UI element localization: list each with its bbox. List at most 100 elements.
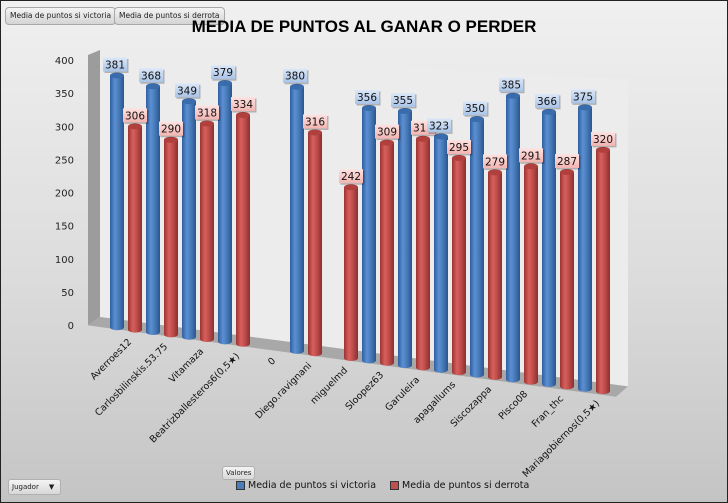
data-label-box — [535, 93, 559, 108]
data-label-text: 381 — [105, 59, 125, 71]
data-label-derrota: 287 — [555, 154, 581, 170]
data-label-box — [519, 148, 543, 163]
bar-base — [470, 371, 484, 378]
x-tick-label: Carlosbilinskis.53.75 — [93, 341, 170, 418]
bar-top — [200, 120, 214, 127]
bar-top — [308, 129, 322, 136]
bar-body-victoria — [182, 101, 196, 337]
data-label-text: 375 — [573, 91, 593, 103]
data-label-text: 309 — [377, 127, 397, 139]
data-label-victoria: 349 — [175, 83, 201, 99]
bar-body-derrota — [416, 138, 430, 368]
data-label-derrota: 306 — [123, 108, 149, 124]
data-label-text: 287 — [557, 156, 577, 168]
bar-top — [110, 72, 124, 79]
data-label-box — [139, 68, 163, 83]
data-label-box — [447, 139, 471, 154]
bar-base — [434, 366, 448, 373]
bar-derrota-5 — [308, 129, 322, 357]
bar-top — [524, 163, 538, 170]
bar-base — [380, 359, 394, 366]
data-label-text: 290 — [161, 124, 181, 136]
bar-victoria-13 — [578, 104, 592, 392]
bar-body-derrota — [236, 115, 250, 344]
data-label-box — [159, 121, 183, 136]
bar-base — [560, 383, 574, 390]
data-label-text: 368 — [141, 70, 161, 82]
bar-top — [542, 108, 556, 115]
bar-top — [488, 169, 502, 176]
data-label-victoria: 380 — [283, 68, 309, 85]
bar-base — [344, 354, 358, 361]
bar-base — [524, 378, 538, 385]
bar-derrota-7 — [380, 139, 394, 366]
bar-top — [128, 123, 142, 130]
bar-base — [236, 340, 250, 347]
chart-title: MEDIA DE PUNTOS AL GANAR O PERDER — [191, 17, 537, 36]
legend-label-victoria: Media de puntos si victoria — [248, 480, 377, 491]
bar-victoria-2 — [182, 98, 196, 340]
bar-base — [308, 350, 322, 357]
bar-top — [344, 184, 358, 191]
bar-body-derrota — [452, 157, 466, 373]
bar-derrota-8 — [416, 135, 430, 371]
data-label-box — [555, 154, 579, 169]
values-field-button[interactable]: Valores — [222, 466, 256, 480]
data-label-text: 295 — [449, 142, 469, 154]
x-tick-label: Mariagobiernos(0,5★) — [521, 398, 603, 480]
data-label-text: 320 — [593, 134, 613, 146]
data-label-text: 380 — [285, 71, 305, 83]
bar-top — [506, 92, 520, 99]
data-label-victoria: 350 — [463, 101, 489, 117]
data-label-box — [427, 118, 451, 133]
bar-base — [182, 333, 196, 340]
legend-swatch-blue — [236, 481, 245, 490]
bar-derrota-2 — [200, 120, 214, 343]
data-label-box — [103, 57, 127, 72]
bar-base — [218, 338, 232, 345]
data-label-box — [483, 154, 507, 169]
data-label-box — [355, 89, 379, 104]
x-tick-label: miguelmd — [309, 365, 351, 407]
x-tick-label: 0 — [266, 356, 278, 368]
bar-body-victoria — [110, 75, 124, 328]
bar-base — [398, 362, 412, 369]
legend-item-derrota[interactable]: Media de puntos si derrota — [390, 480, 529, 491]
bar-base — [542, 380, 556, 387]
data-label-box — [571, 89, 595, 104]
bar-top — [164, 136, 178, 143]
data-label-victoria: 355 — [391, 92, 417, 109]
bar-body-victoria — [290, 86, 304, 351]
bar-body-victoria — [542, 111, 556, 384]
bar-top — [362, 104, 376, 111]
bar-top — [398, 107, 412, 114]
bar-body-derrota — [308, 132, 322, 354]
bar-body-victoria — [362, 107, 376, 361]
bar-top — [182, 98, 196, 105]
data-label-box — [195, 105, 219, 120]
data-label-text: 379 — [213, 67, 233, 79]
data-label-text: 334 — [233, 99, 253, 111]
legend-swatch-red — [390, 481, 400, 490]
data-label-text: 318 — [197, 107, 217, 119]
data-label-text: 349 — [177, 85, 197, 97]
data-label-box — [283, 68, 307, 83]
data-label-text: 242 — [341, 171, 361, 183]
chevron-down-icon: ▼ — [48, 483, 55, 491]
data-label-box — [211, 65, 235, 80]
x-tick-label: Siscozappa — [449, 384, 495, 430]
field-button-derrota[interactable]: Media de puntos si derrota — [114, 7, 225, 25]
bar-victoria-11 — [506, 92, 520, 383]
legend-item-victoria[interactable]: Media de puntos si victoria — [236, 480, 376, 491]
bar-derrota-6 — [344, 184, 358, 361]
data-label-box — [303, 114, 327, 129]
y-tick-label: 300 — [55, 122, 74, 133]
bar-body-victoria — [506, 95, 520, 380]
data-label-text: 350 — [465, 103, 485, 115]
bar-body-derrota — [344, 187, 358, 358]
data-label-derrota: 309 — [375, 124, 401, 141]
data-label-box — [175, 83, 199, 98]
axis-field-dropdown[interactable]: Jugador ▼ — [8, 479, 62, 495]
bar-top — [290, 83, 304, 90]
